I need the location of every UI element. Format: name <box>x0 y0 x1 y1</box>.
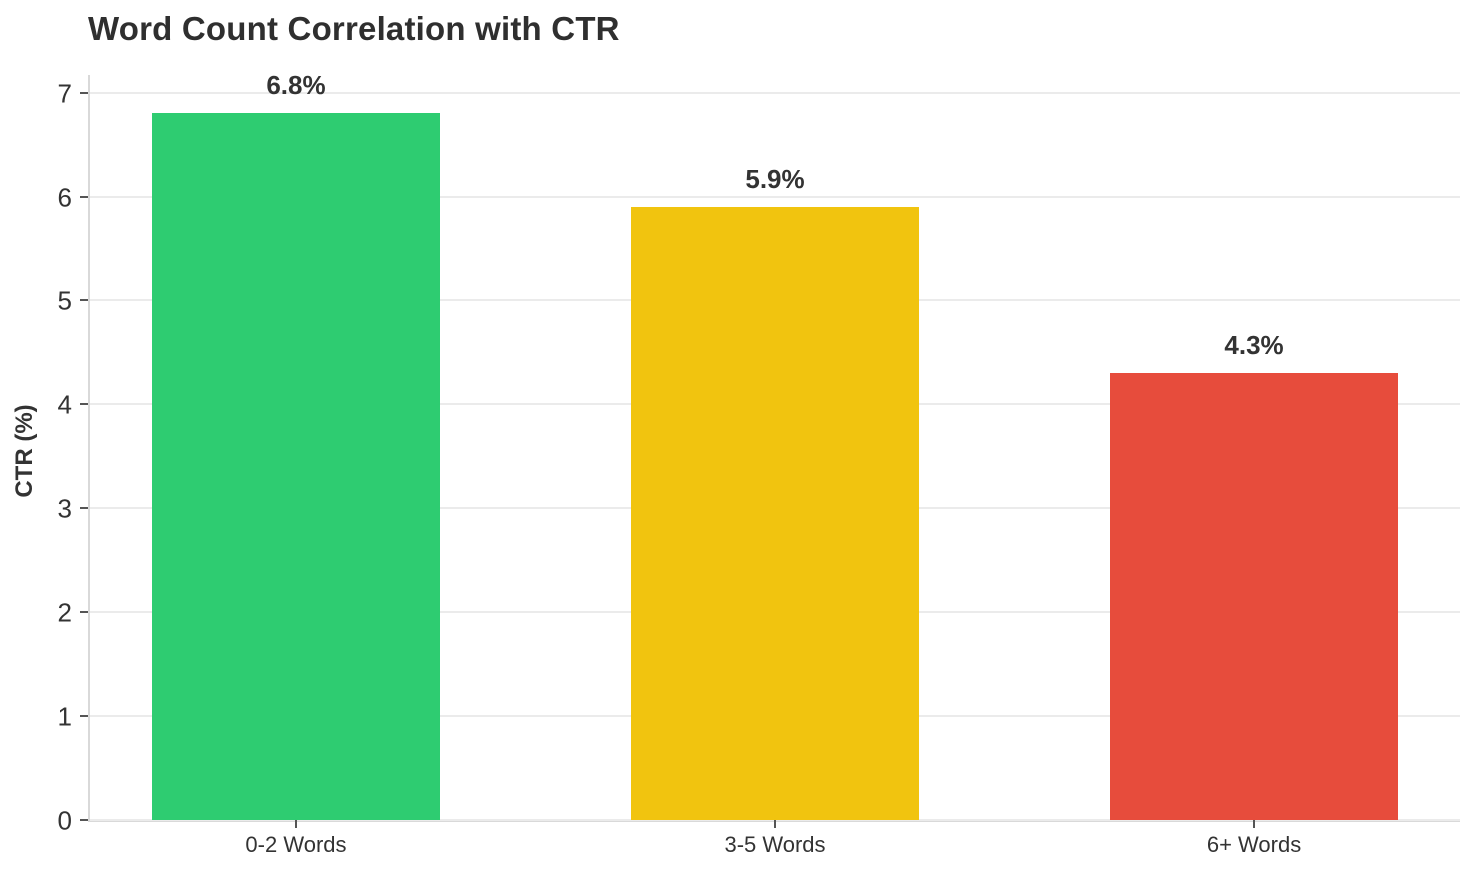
y-tick-label-2: 2 <box>57 597 72 628</box>
y-tick-label-4: 4 <box>57 389 72 420</box>
x-tick-mark-0 <box>294 820 297 828</box>
y-tick-mark-7 <box>80 91 88 94</box>
x-tick-label: 6+ Words <box>1206 832 1302 857</box>
y-tick-mark-4 <box>80 403 88 406</box>
x-tick-label: 0-2 Words <box>245 832 347 857</box>
chart-title: Word Count Correlation with CTR <box>88 10 620 47</box>
bar-6-words <box>1110 373 1398 820</box>
bar-3-5-words <box>631 206 919 820</box>
y-tick-mark-6 <box>80 195 88 198</box>
bar-value-label: 5.9% <box>745 163 805 194</box>
bar-value-label: 4.3% <box>1224 330 1284 361</box>
y-tick-label-7: 7 <box>57 78 72 109</box>
x-tick-label: 3-5 Words <box>724 832 826 857</box>
bar-value-label: 6.8% <box>266 70 326 101</box>
x-tick-mark-1 <box>774 820 776 828</box>
plot-area: 0 1 2 3 4 5 6 7 6.8% 5.9% 4.3% 0-2 Words 3-5 Words… <box>58 70 1460 857</box>
x-tick-mark-2 <box>1253 820 1256 828</box>
y-tick-mark-1 <box>80 715 88 718</box>
y-tick-label-1: 1 <box>57 701 72 732</box>
y-tick-label-3: 3 <box>57 493 72 524</box>
gridline-y-6 <box>90 195 1460 198</box>
y-tick-mark-0 <box>80 819 88 821</box>
y-tick-mark-5 <box>80 299 88 302</box>
y-tick-mark-3 <box>80 507 88 510</box>
y-axis-label: CTR (%) <box>11 404 38 498</box>
gridline-y-7 <box>90 91 1460 94</box>
y-tick-label-6: 6 <box>57 182 72 213</box>
y-tick-label-5: 5 <box>57 285 72 316</box>
y-tick-mark-2 <box>80 611 88 614</box>
y-tick-label-0: 0 <box>57 805 72 836</box>
bar-0-2-words <box>152 113 440 820</box>
